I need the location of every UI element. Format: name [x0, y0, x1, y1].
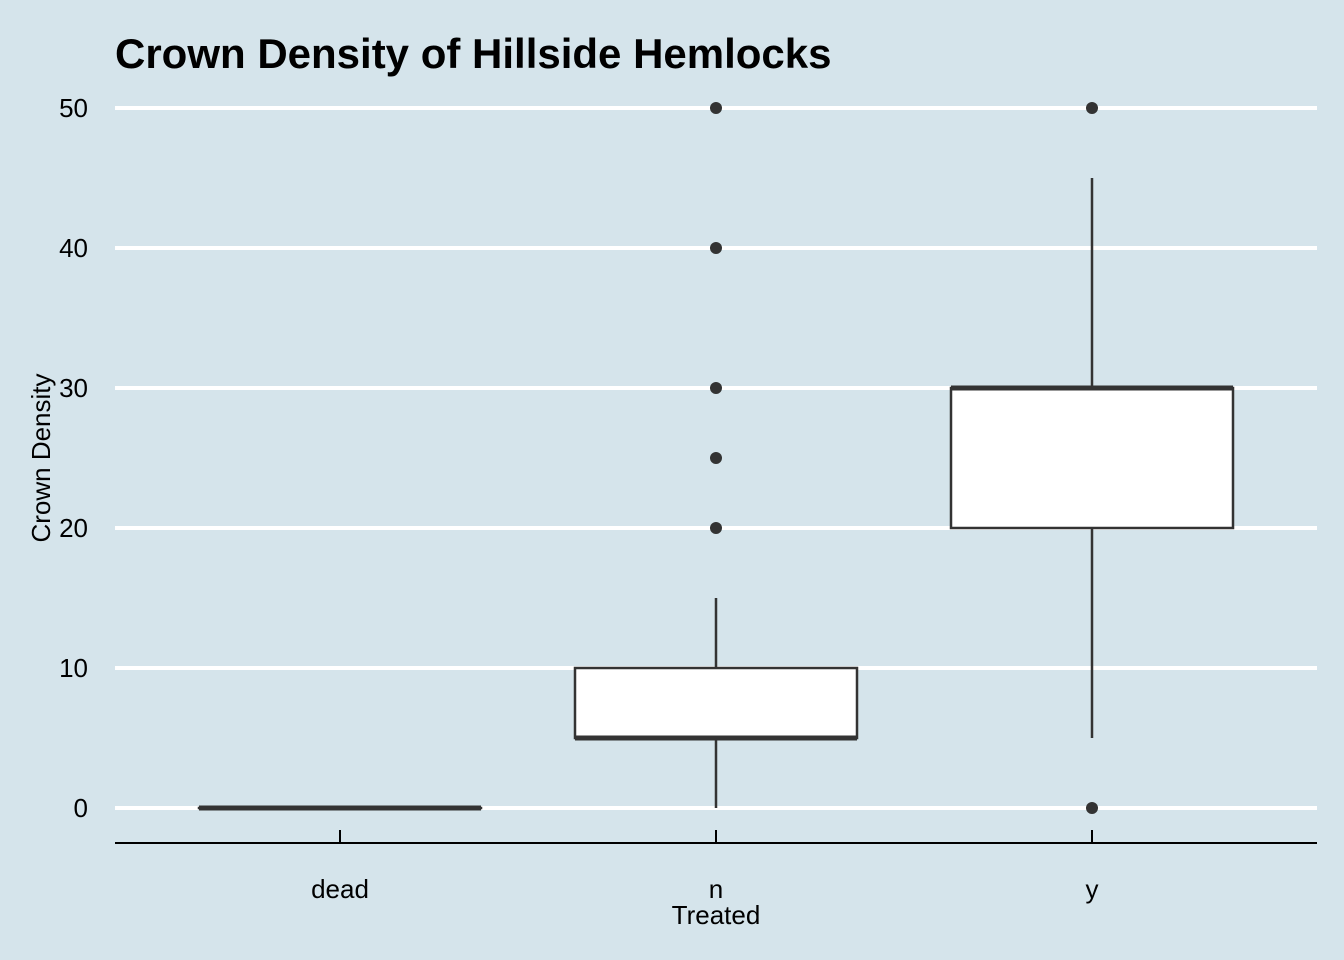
chart-title: Crown Density of Hillside Hemlocks: [115, 30, 832, 77]
outlier-y-0: [1086, 802, 1098, 814]
outlier-n-3: [710, 242, 722, 254]
boxplots: [197, 102, 1235, 814]
x-tick-label-n: n: [709, 874, 723, 904]
y-tick-label-20: 20: [59, 513, 88, 543]
x-tick-label-y: y: [1086, 874, 1099, 904]
box-body-n: [573, 666, 859, 740]
outlier-y-1: [1086, 102, 1098, 114]
outlier-n-2: [710, 382, 722, 394]
x-axis-title: Treated: [672, 900, 761, 930]
box-body-y: [949, 386, 1235, 530]
y-axis-ticks: 0 10 20 30 40 50: [59, 93, 88, 823]
y-tick-label-10: 10: [59, 653, 88, 683]
outlier-n-4: [710, 102, 722, 114]
box-n: [573, 102, 859, 808]
y-axis-title: Crown Density: [26, 373, 56, 542]
y-tick-label-50: 50: [59, 93, 88, 123]
x-axis: dead n y: [115, 830, 1317, 904]
outlier-n-1: [710, 452, 722, 464]
x-tick-label-dead: dead: [311, 874, 369, 904]
y-tick-label-30: 30: [59, 373, 88, 403]
y-tick-label-40: 40: [59, 233, 88, 263]
outlier-n-0: [710, 522, 722, 534]
y-tick-label-0: 0: [74, 793, 88, 823]
box-y: [949, 102, 1235, 814]
